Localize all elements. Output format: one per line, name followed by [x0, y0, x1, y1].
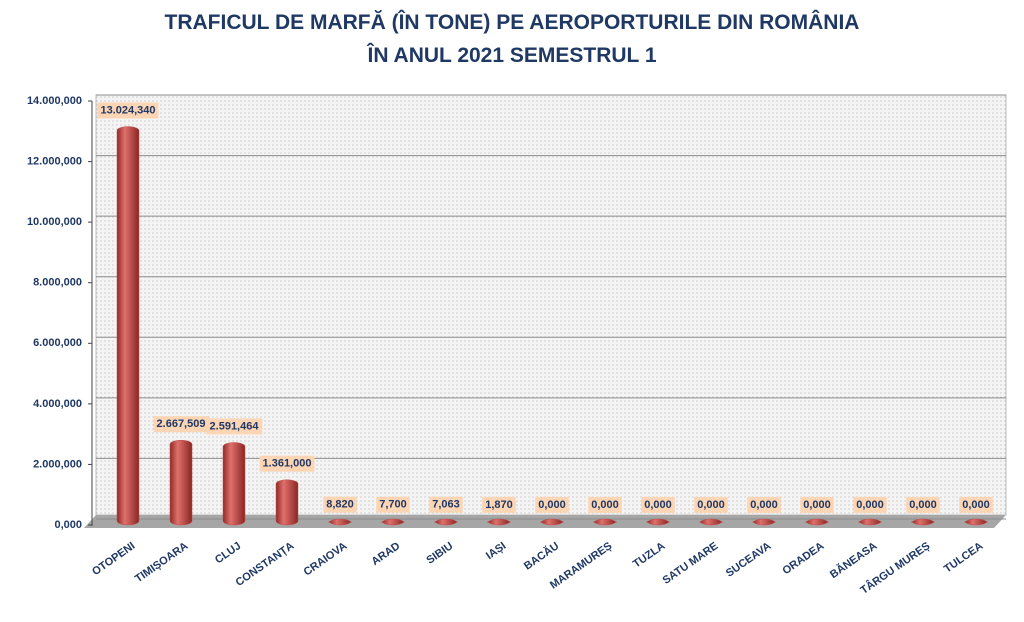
- bar: [275, 479, 299, 526]
- bar: [858, 518, 882, 526]
- value-label-box: [747, 496, 781, 513]
- value-label-box: [588, 496, 622, 513]
- bar: [328, 518, 352, 526]
- y-tick-label: 8.000,000: [33, 277, 82, 289]
- value-label-box: [853, 496, 887, 513]
- value-label: 0,000: [591, 499, 619, 511]
- value-label-box: [535, 496, 569, 513]
- x-tick-label: CLUJ: [213, 540, 243, 566]
- value-label: 7,063: [432, 499, 460, 511]
- bar: [381, 518, 405, 526]
- bar: [964, 518, 988, 526]
- bar: [911, 518, 935, 526]
- value-label-box: [694, 496, 728, 513]
- value-label: 0,000: [909, 499, 937, 511]
- bar: [169, 439, 193, 526]
- value-label-box: [906, 496, 940, 513]
- y-tick-label: 12.000,000: [27, 155, 82, 167]
- value-label: 1,870: [485, 499, 513, 511]
- y-tick-label: 2.000,000: [33, 458, 82, 470]
- bar: [593, 518, 617, 526]
- x-tick-label: CRAIOVA: [302, 540, 350, 578]
- value-label-box: [959, 496, 993, 513]
- x-tick-label: IAȘI: [484, 540, 508, 562]
- bar: [434, 518, 458, 526]
- x-tick-label: TIMIȘOARA: [133, 540, 190, 585]
- value-label-box: [482, 496, 516, 513]
- value-label-box: [641, 496, 675, 513]
- y-tick-label: 14.000,000: [27, 95, 82, 107]
- value-label: 0,000: [750, 499, 778, 511]
- y-tick-label: 6.000,000: [33, 337, 82, 349]
- x-tick-label: OTOPENI: [90, 540, 137, 578]
- chart-title: TRAFICUL DE MARFĂ (ÎN TONE) PE AEROPORTU…: [164, 11, 860, 67]
- x-tick-label: ARAD: [369, 540, 402, 568]
- value-label: 8,820: [326, 499, 354, 511]
- value-label-box: [153, 416, 209, 433]
- x-tick-label: BĂNEASA: [827, 539, 879, 581]
- bar: [752, 518, 776, 526]
- value-label-box: [206, 418, 263, 435]
- value-label: 0,000: [644, 499, 672, 511]
- value-label-box: [376, 496, 410, 513]
- value-label-box: [323, 496, 357, 513]
- plot-wall: [95, 94, 1007, 516]
- value-label: 0,000: [803, 499, 831, 511]
- value-label-box: [97, 102, 159, 119]
- y-tick-label: 0,000: [54, 519, 82, 531]
- x-tick-label: TULCEA: [942, 540, 985, 575]
- bar: [805, 518, 829, 526]
- bar: [116, 126, 140, 526]
- y-tick-label: 10.000,000: [27, 216, 82, 228]
- bar: [487, 518, 511, 526]
- x-tick-label: BACĂU: [521, 539, 561, 572]
- y-tick-label: 4.000,000: [33, 398, 82, 410]
- value-label: 7,700: [379, 499, 407, 511]
- value-label-box: [429, 496, 463, 513]
- value-label: 0,000: [856, 499, 884, 511]
- x-tick-label: SATU MARE: [661, 540, 721, 587]
- x-tick-label: SIBIU: [424, 540, 455, 567]
- x-tick-label: TUZLA: [631, 540, 667, 571]
- value-label-box: [259, 455, 315, 472]
- value-label: 0,000: [962, 499, 990, 511]
- x-tick-label: SUCEAVA: [724, 540, 774, 580]
- x-tick-label: CONSTANȚA: [234, 540, 297, 589]
- value-label: 0,000: [538, 499, 566, 511]
- value-label: 1.361,000: [263, 458, 312, 470]
- value-label: 2.591,464: [210, 420, 260, 432]
- value-label-box: [800, 496, 834, 513]
- bar: [222, 442, 246, 526]
- value-label: 2.667,509: [157, 418, 206, 430]
- bar: [540, 518, 564, 526]
- value-label: 0,000: [697, 499, 725, 511]
- value-label: 13.024,340: [100, 104, 155, 116]
- x-tick-label: ORADEA: [780, 540, 826, 577]
- bar: [646, 518, 670, 526]
- bar: [699, 518, 723, 526]
